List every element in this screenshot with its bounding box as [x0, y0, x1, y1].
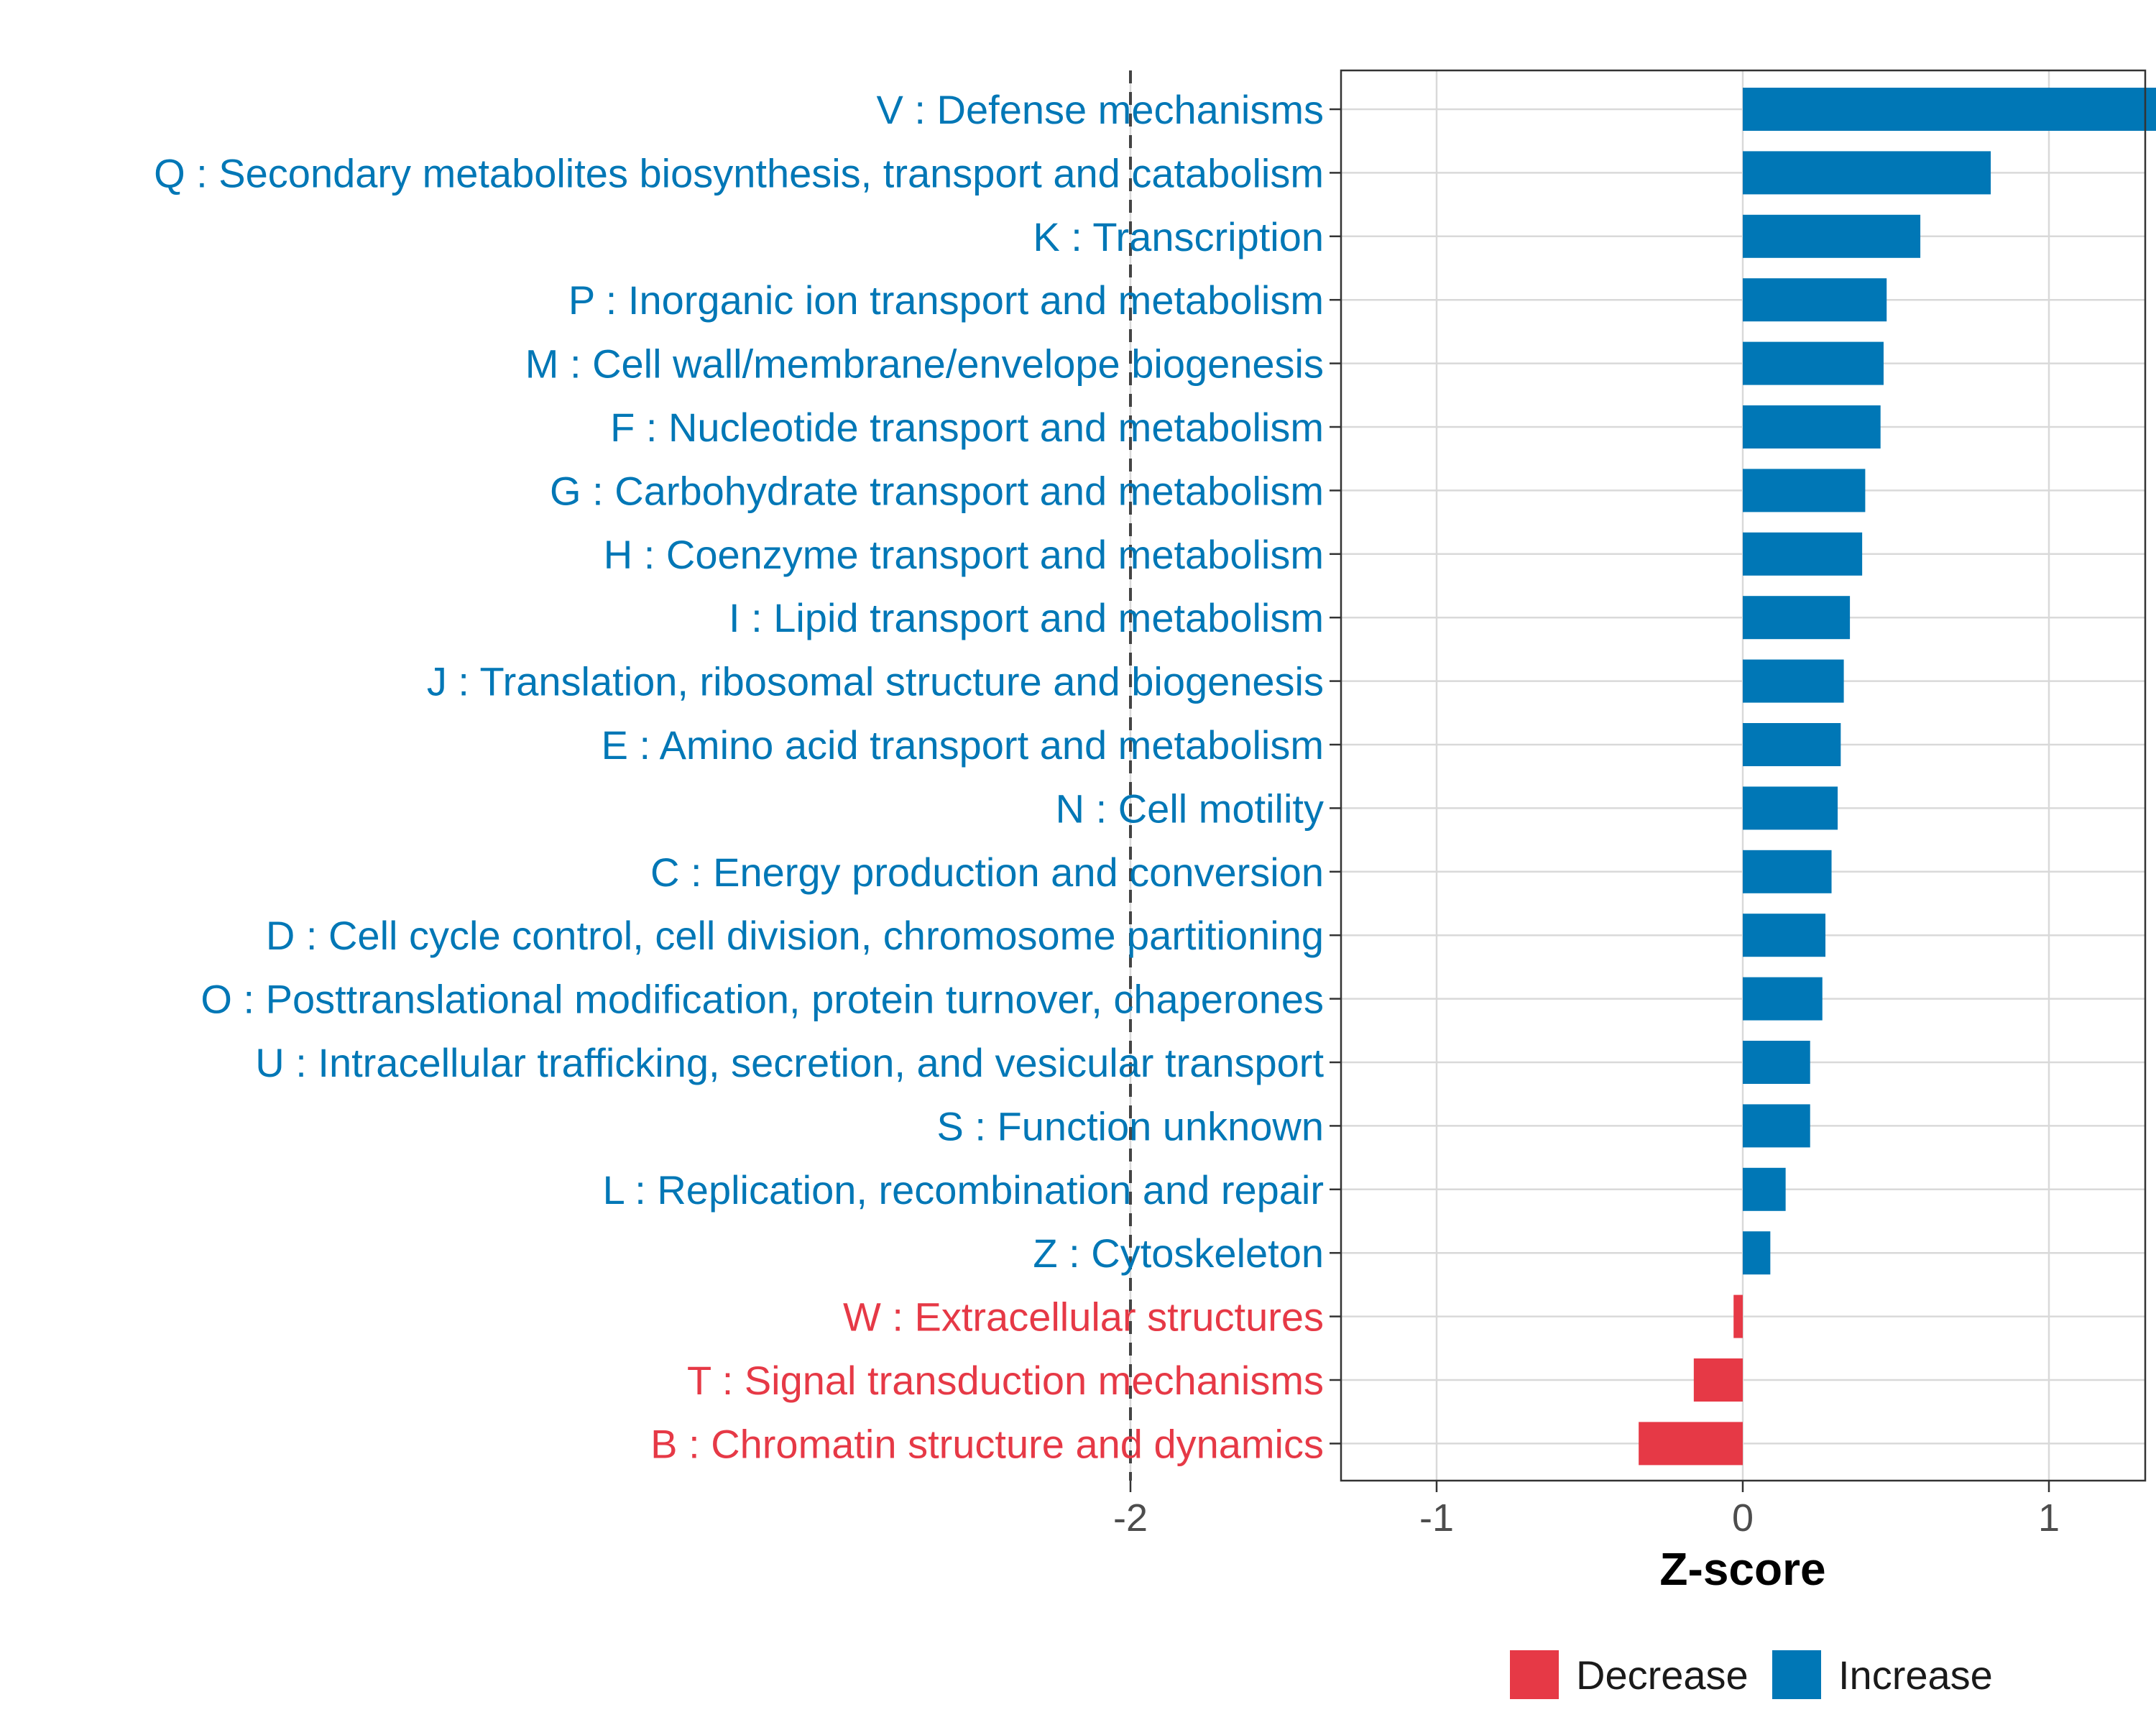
category-label: Q : Secondary metabolites biosynthesis, …	[154, 150, 1324, 196]
bar	[1693, 1358, 1743, 1402]
category-label: L : Replication, recombination and repai…	[603, 1167, 1324, 1213]
bar	[1743, 977, 1823, 1021]
bar	[1743, 1167, 1786, 1211]
category-label: I : Lipid transport and metabolism	[729, 595, 1324, 640]
bar	[1639, 1422, 1743, 1466]
category-label: M : Cell wall/membrane/envelope biogenes…	[525, 341, 1324, 387]
bar	[1743, 786, 1838, 830]
x-axis-ticks	[1129, 1481, 2050, 1492]
category-label: K : Transcription	[1033, 214, 1324, 259]
bars	[1639, 88, 2156, 1466]
bar	[1743, 659, 1844, 703]
bar	[1743, 850, 1832, 893]
category-label: H : Coenzyme transport and metabolism	[604, 532, 1324, 577]
bar	[1743, 214, 1921, 258]
category-label: D : Cell cycle control, cell division, c…	[266, 913, 1324, 958]
x-tick-label: -1	[1419, 1496, 1454, 1540]
legend-key-decrease	[1510, 1650, 1559, 1699]
bar	[1743, 469, 1866, 512]
bar	[1743, 532, 1863, 576]
category-label: C : Energy production and conversion	[650, 850, 1324, 895]
category-label: S : Function unknown	[936, 1103, 1324, 1149]
category-label: U : Intracellular trafficking, secretion…	[255, 1040, 1324, 1085]
bar	[1743, 723, 1841, 766]
category-label: E : Amino acid transport and metabolism	[602, 722, 1324, 768]
category-label: V : Defense mechanisms	[877, 87, 1324, 132]
bar	[1743, 278, 1887, 322]
x-tick-label: 1	[2038, 1496, 2060, 1540]
bar	[1743, 405, 1881, 448]
legend-label-decrease: Decrease	[1576, 1652, 1749, 1698]
bar	[1743, 151, 1991, 195]
x-tick-labels: -2-1012	[1113, 1496, 2060, 1540]
category-label: N : Cell motility	[1056, 786, 1324, 831]
x-tick-label: -2	[1113, 1496, 1148, 1540]
bar	[1743, 1041, 1810, 1084]
category-label: B : Chromatin structure and dynamics	[650, 1421, 1324, 1466]
category-label: T : Signal transduction mechanisms	[687, 1358, 1324, 1403]
x-axis-title: Z-score	[1659, 1543, 1825, 1595]
bar	[1743, 341, 1884, 385]
bar	[1743, 914, 1826, 957]
y-axis-ticks	[1330, 108, 1341, 1445]
category-label: O : Posttranslational modification, prot…	[201, 977, 1324, 1022]
legend-label-increase: Increase	[1838, 1652, 1993, 1698]
legend-key-increase	[1772, 1650, 1821, 1699]
category-label: Z : Cytoskeleton	[1033, 1230, 1324, 1276]
bar	[1743, 1231, 1771, 1275]
bar	[1733, 1294, 1743, 1338]
category-labels: V : Defense mechanisms Q : Secondary meta…	[154, 87, 1324, 1466]
x-tick-label: 0	[1732, 1496, 1754, 1540]
legend: Decrease Increase	[1510, 1650, 1993, 1699]
category-label: P : Inorganic ion transport and metaboli…	[568, 277, 1324, 323]
bar	[1743, 88, 2156, 131]
category-label: J : Translation, ribosomal structure and…	[427, 659, 1324, 704]
category-label: W : Extracellular structures	[843, 1294, 1324, 1340]
bar	[1743, 596, 1851, 640]
category-label: F : Nucleotide transport and metabolism	[610, 405, 1324, 450]
bar	[1743, 1104, 1810, 1148]
reference-lines	[1129, 70, 1132, 1481]
category-label: G : Carbohydrate transport and metabolis…	[550, 468, 1324, 513]
